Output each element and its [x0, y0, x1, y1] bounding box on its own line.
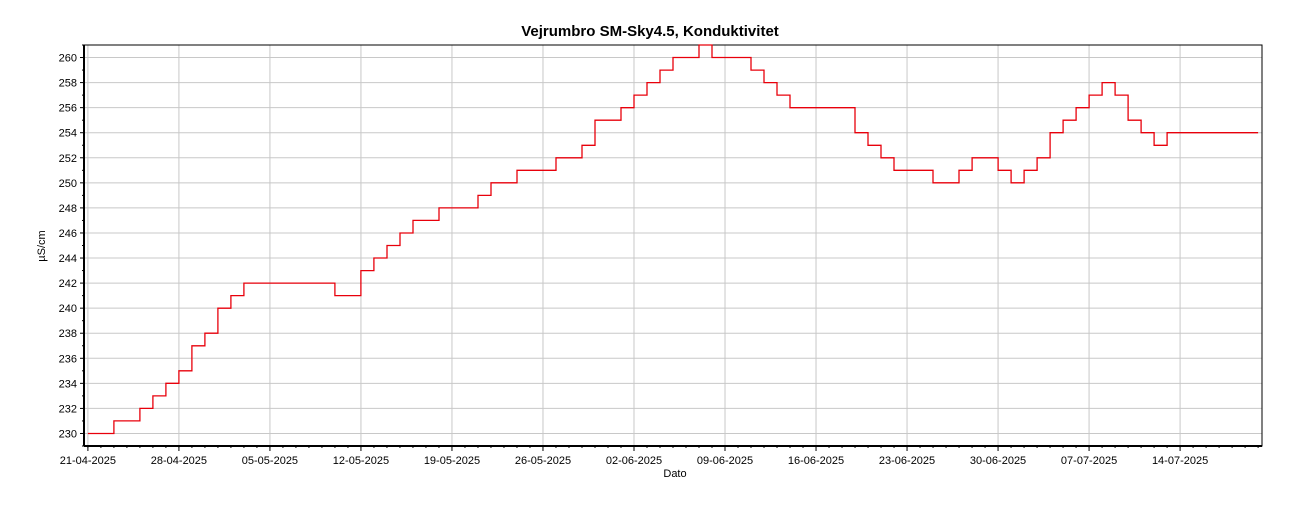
gridlines: [84, 45, 1262, 446]
tick-marks: [80, 44, 1259, 451]
y-tick-label: 256: [59, 103, 77, 115]
y-tick-label: 252: [59, 153, 77, 165]
x-tick-label: 19-05-2025: [424, 455, 480, 467]
x-tick-label: 14-07-2025: [1152, 455, 1208, 467]
x-tick-label: 28-04-2025: [151, 455, 207, 467]
y-tick-label: 234: [59, 378, 77, 390]
x-tick-label: 12-05-2025: [333, 455, 389, 467]
y-axis-label: µS/cm: [36, 230, 48, 261]
y-tick-label: 238: [59, 328, 77, 340]
y-tick-label: 258: [59, 78, 77, 90]
x-tick-label: 09-06-2025: [697, 455, 753, 467]
x-tick-label: 26-05-2025: [515, 455, 571, 467]
y-tick-label: 240: [59, 303, 77, 315]
y-tick-label: 232: [59, 403, 77, 415]
y-tick-label: 230: [59, 428, 77, 440]
x-tick-label: 02-06-2025: [606, 455, 662, 467]
y-tick-label: 242: [59, 278, 77, 290]
y-tick-label: 246: [59, 228, 77, 240]
x-tick-label: 05-05-2025: [242, 455, 298, 467]
y-tick-label: 244: [59, 253, 77, 265]
x-tick-label: 16-06-2025: [788, 455, 844, 467]
y-tick-label: 236: [59, 353, 77, 365]
chart-title: Vejrumbro SM-Sky4.5, Konduktivitet: [521, 23, 779, 40]
x-axis-label: Dato: [663, 468, 686, 480]
x-tick-label: 23-06-2025: [879, 455, 935, 467]
y-tick-label: 248: [59, 203, 77, 215]
tick-labels: 230 232 234 236 238 240 242 244 246 248 250 252 254 2…: [59, 53, 1209, 467]
plot-frame: [83, 44, 1263, 447]
y-tick-label: 250: [59, 178, 77, 190]
x-tick-label: 30-06-2025: [970, 455, 1026, 467]
y-tick-label: 260: [59, 53, 77, 65]
y-tick-label: 254: [59, 128, 77, 140]
conductivity-series-line: [87, 44, 1259, 435]
x-tick-label: 07-07-2025: [1061, 455, 1117, 467]
x-tick-label: 21-04-2025: [60, 455, 116, 467]
